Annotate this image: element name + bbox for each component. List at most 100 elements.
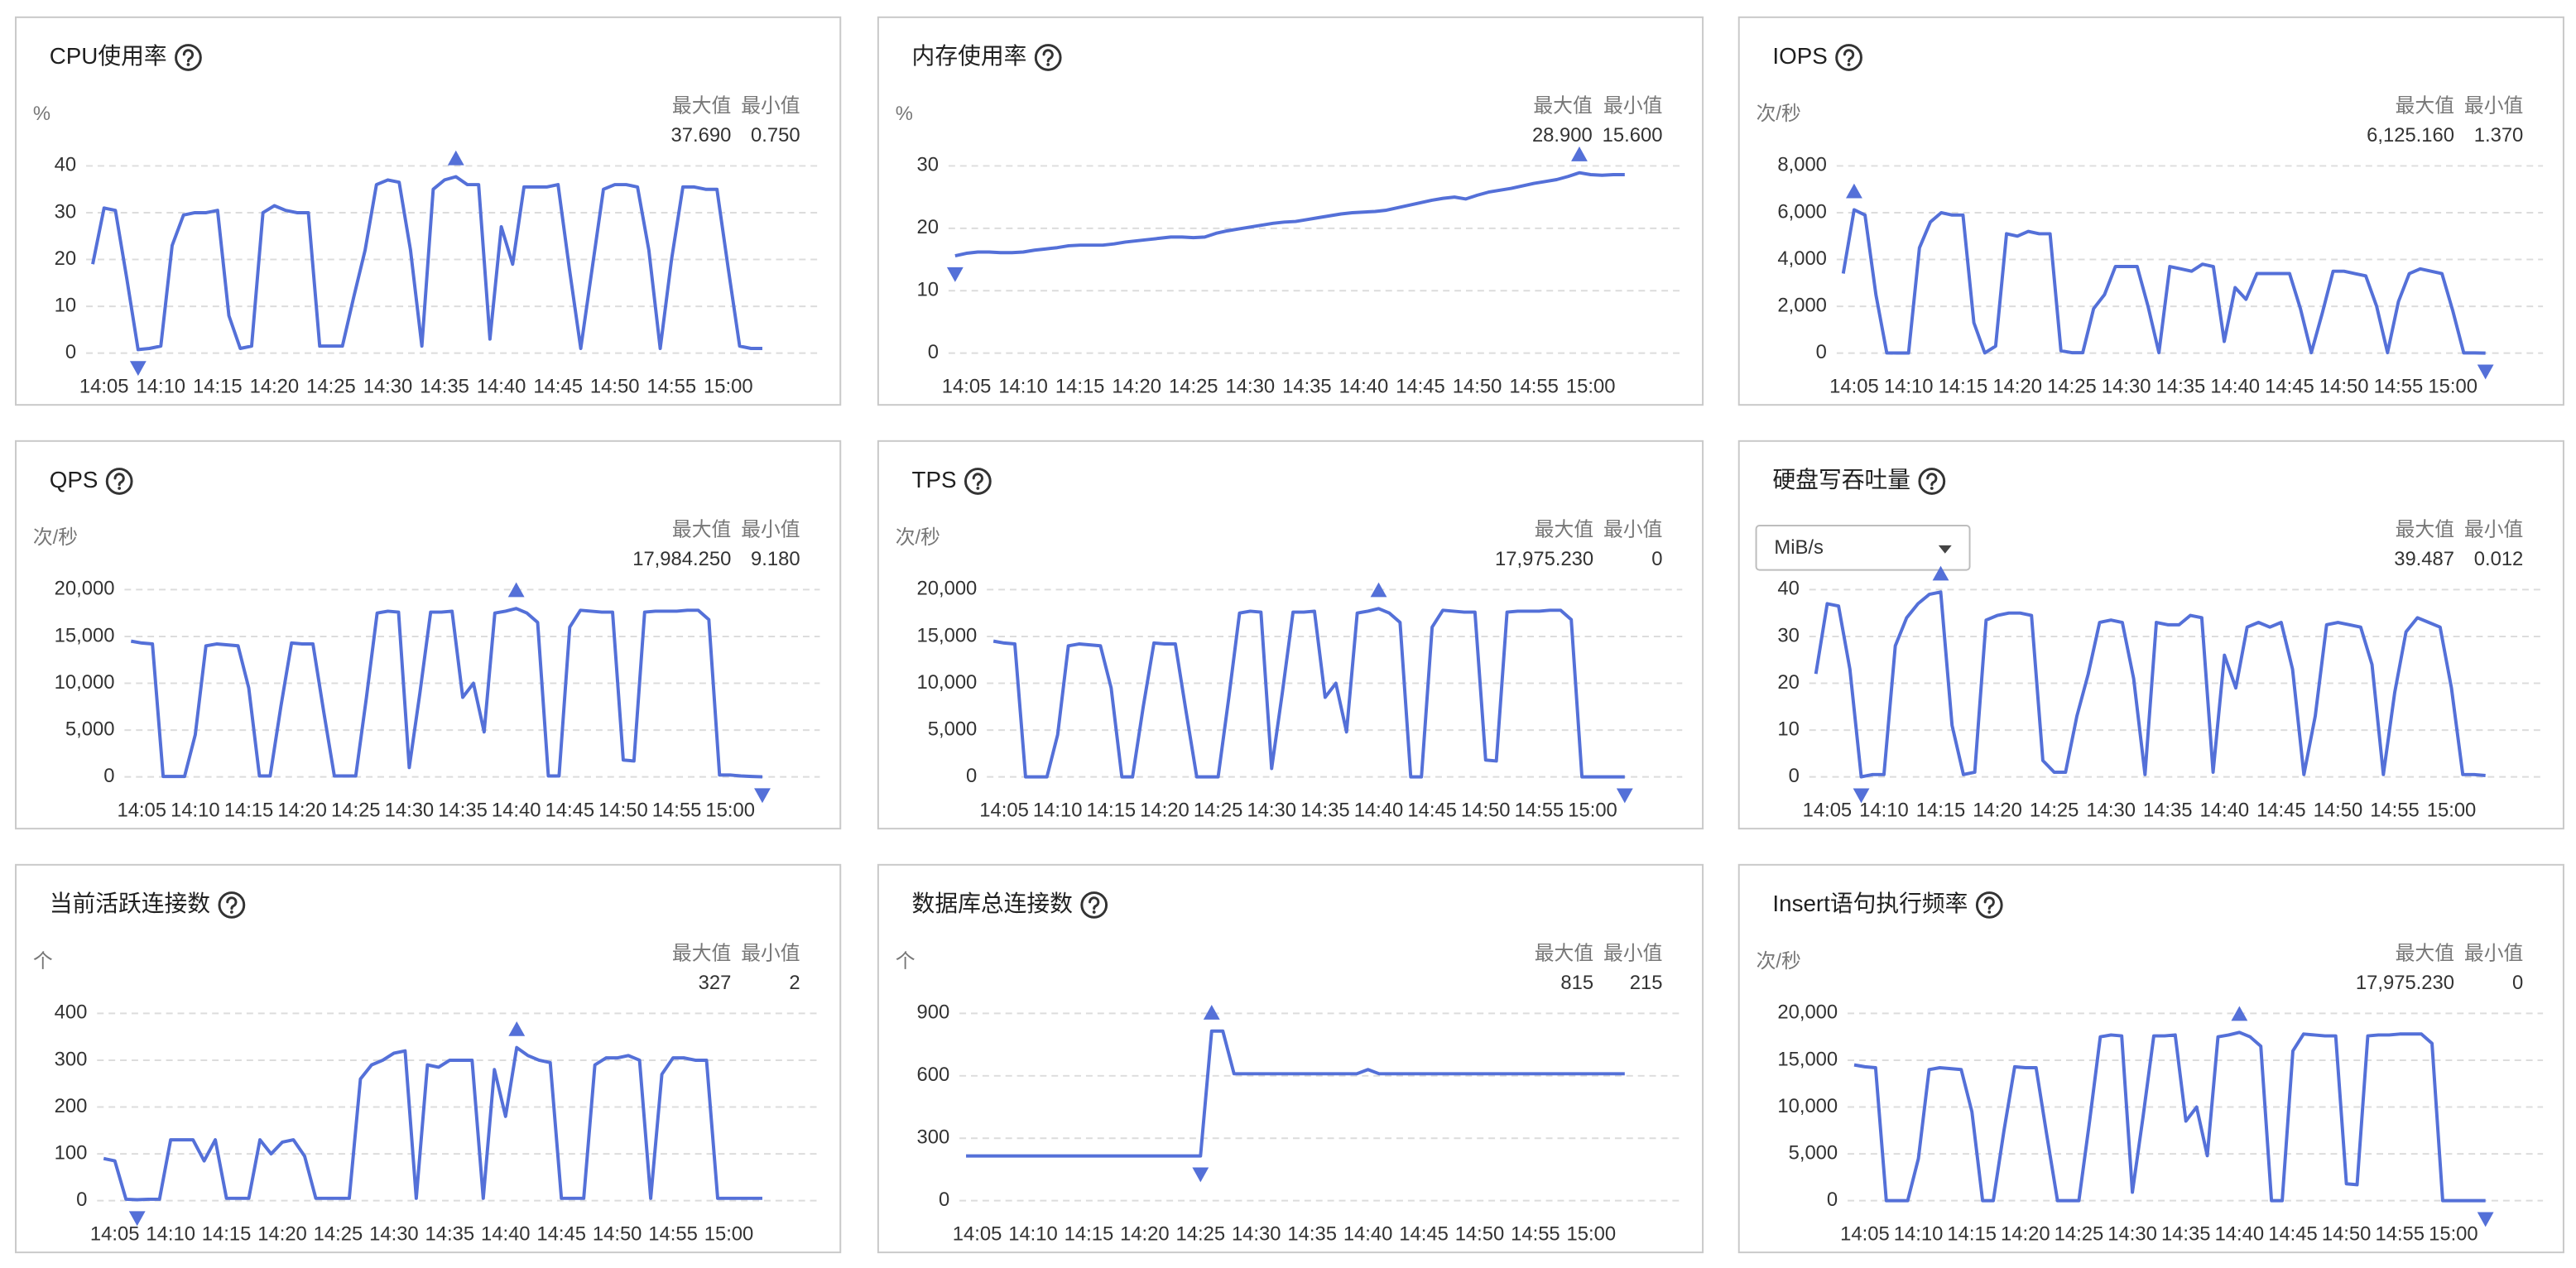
max-marker — [447, 150, 464, 166]
help-icon[interactable] — [1918, 468, 1946, 495]
y-tick-label: 15,000 — [55, 624, 115, 646]
x-tick-label: 14:20 — [1992, 376, 2042, 398]
x-tick-label: 14:10 — [1033, 800, 1083, 822]
max-marker — [1571, 146, 1588, 161]
min-marker — [1853, 788, 1870, 804]
x-tick-label: 14:20 — [250, 376, 300, 398]
max-value: 39.487 — [2394, 548, 2454, 570]
x-tick-label: 14:30 — [363, 376, 413, 398]
max-marker — [1370, 582, 1387, 598]
chart-title: QPS — [50, 467, 99, 492]
x-tick-label: 14:15 — [1947, 1223, 1997, 1246]
x-tick-label: 14:20 — [1120, 1223, 1170, 1246]
x-tick-label: 14:25 — [1194, 800, 1243, 822]
y-tick-label: 30 — [917, 154, 939, 176]
x-tick-label: 14:25 — [2047, 376, 2097, 398]
y-unit-label: 次/秒 — [896, 526, 940, 549]
chart-panel: CPU使用率% 最小值 0.750 最大值 37.690 0 10 20 30 40 14:05 14… — [15, 16, 842, 406]
x-tick-label: 14:25 — [2030, 800, 2079, 822]
x-tick-label: 15:00 — [1566, 376, 1616, 398]
x-tick-label: 14:10 — [1894, 1223, 1944, 1246]
help-icon[interactable] — [105, 468, 133, 495]
x-tick-label: 14:50 — [1461, 800, 1511, 822]
x-tick-label: 14:15 — [224, 800, 274, 822]
x-tick-label: 15:00 — [1568, 800, 1617, 822]
x-tick-label: 14:35 — [425, 1223, 475, 1246]
max-value: 37.690 — [671, 124, 732, 146]
x-tick-label: 14:40 — [2210, 376, 2260, 398]
x-tick-label: 14:40 — [1354, 800, 1404, 822]
y-tick-label: 20 — [917, 216, 939, 238]
x-tick-label: 14:50 — [2319, 376, 2369, 398]
x-tick-label: 14:55 — [1509, 376, 1559, 398]
x-tick-label: 14:45 — [545, 800, 595, 822]
x-tick-label: 14:15 — [1065, 1223, 1114, 1246]
x-tick-label: 14:50 — [598, 800, 648, 822]
x-tick-label: 14:35 — [1287, 1223, 1337, 1246]
x-tick-label: 14:45 — [2256, 800, 2306, 822]
x-tick-label: 14:35 — [438, 800, 488, 822]
chart-title: TPS — [912, 467, 957, 492]
x-tick-label: 14:10 — [171, 800, 220, 822]
panel-frame — [1737, 439, 2564, 830]
chart-panel: QPS 次/秒 最小值 9.180 最大值 17,984.250 0 5,000 10,000 1… — [15, 439, 842, 830]
x-tick-label: 14:25 — [2055, 1223, 2104, 1246]
y-unit-label: 次/秒 — [1757, 950, 1801, 973]
y-tick-label: 5,000 — [65, 718, 115, 740]
help-dot — [1987, 910, 1992, 914]
x-tick-label: 14:40 — [2215, 1223, 2265, 1246]
x-tick-label: 14:45 — [1396, 376, 1445, 398]
y-tick-label: 0 — [65, 341, 76, 363]
panel-frame — [877, 863, 1704, 1254]
x-tick-label: 14:55 — [2370, 800, 2420, 822]
help-icon[interactable] — [218, 891, 246, 919]
x-tick-label: 15:00 — [2429, 1223, 2478, 1246]
help-icon[interactable] — [964, 468, 992, 495]
y-tick-label: 10,000 — [1777, 1095, 1838, 1117]
max-title: 最大值 — [672, 942, 731, 964]
x-tick-label: 14:40 — [1339, 376, 1389, 398]
x-tick-label: 14:45 — [533, 376, 583, 398]
help-glyph — [113, 473, 125, 487]
help-glyph — [1042, 49, 1054, 63]
y-tick-label: 4,000 — [1777, 247, 1827, 270]
y-tick-label: 300 — [917, 1126, 950, 1149]
help-icon[interactable] — [1034, 44, 1062, 71]
y-tick-label: 40 — [55, 154, 76, 176]
min-marker — [946, 267, 964, 282]
help-circle — [1918, 468, 1946, 495]
max-marker — [1203, 1005, 1220, 1020]
y-tick-label: 10 — [917, 279, 939, 301]
x-tick-label: 14:30 — [2102, 376, 2151, 398]
x-tick-label: 14:20 — [1112, 376, 1161, 398]
help-icon[interactable] — [175, 44, 202, 71]
unit-select[interactable]: MiB/s — [1755, 525, 1971, 571]
min-marker — [754, 788, 771, 804]
min-marker — [1192, 1167, 1209, 1183]
x-tick-label: 14:40 — [481, 1223, 531, 1246]
x-tick-label: 14:10 — [1859, 800, 1909, 822]
help-icon[interactable] — [1975, 891, 2003, 919]
x-tick-label: 14:50 — [590, 376, 640, 398]
x-tick-label: 14:50 — [1455, 1223, 1505, 1246]
max-title: 最大值 — [2396, 94, 2454, 117]
x-tick-label: 14:55 — [647, 376, 697, 398]
x-tick-label: 14:05 — [90, 1223, 140, 1246]
help-circle — [1080, 891, 1108, 919]
select-box — [1755, 525, 1971, 571]
help-icon[interactable] — [1080, 891, 1108, 919]
x-tick-label: 14:50 — [593, 1223, 642, 1246]
x-tick-label: 14:05 — [1829, 376, 1879, 398]
x-tick-label: 14:05 — [979, 800, 1029, 822]
x-tick-label: 14:20 — [2001, 1223, 2050, 1246]
min-value: 0 — [1651, 548, 1662, 570]
chart-title: 数据库总连接数 — [912, 891, 1073, 916]
data-line — [992, 607, 1625, 779]
help-icon[interactable] — [1835, 44, 1862, 71]
min-title: 最小值 — [2464, 942, 2523, 964]
x-tick-label: 14:35 — [420, 376, 469, 398]
x-tick-label: 14:45 — [536, 1223, 586, 1246]
chart-title: 硬盘写吞吐量 — [1772, 467, 1910, 492]
